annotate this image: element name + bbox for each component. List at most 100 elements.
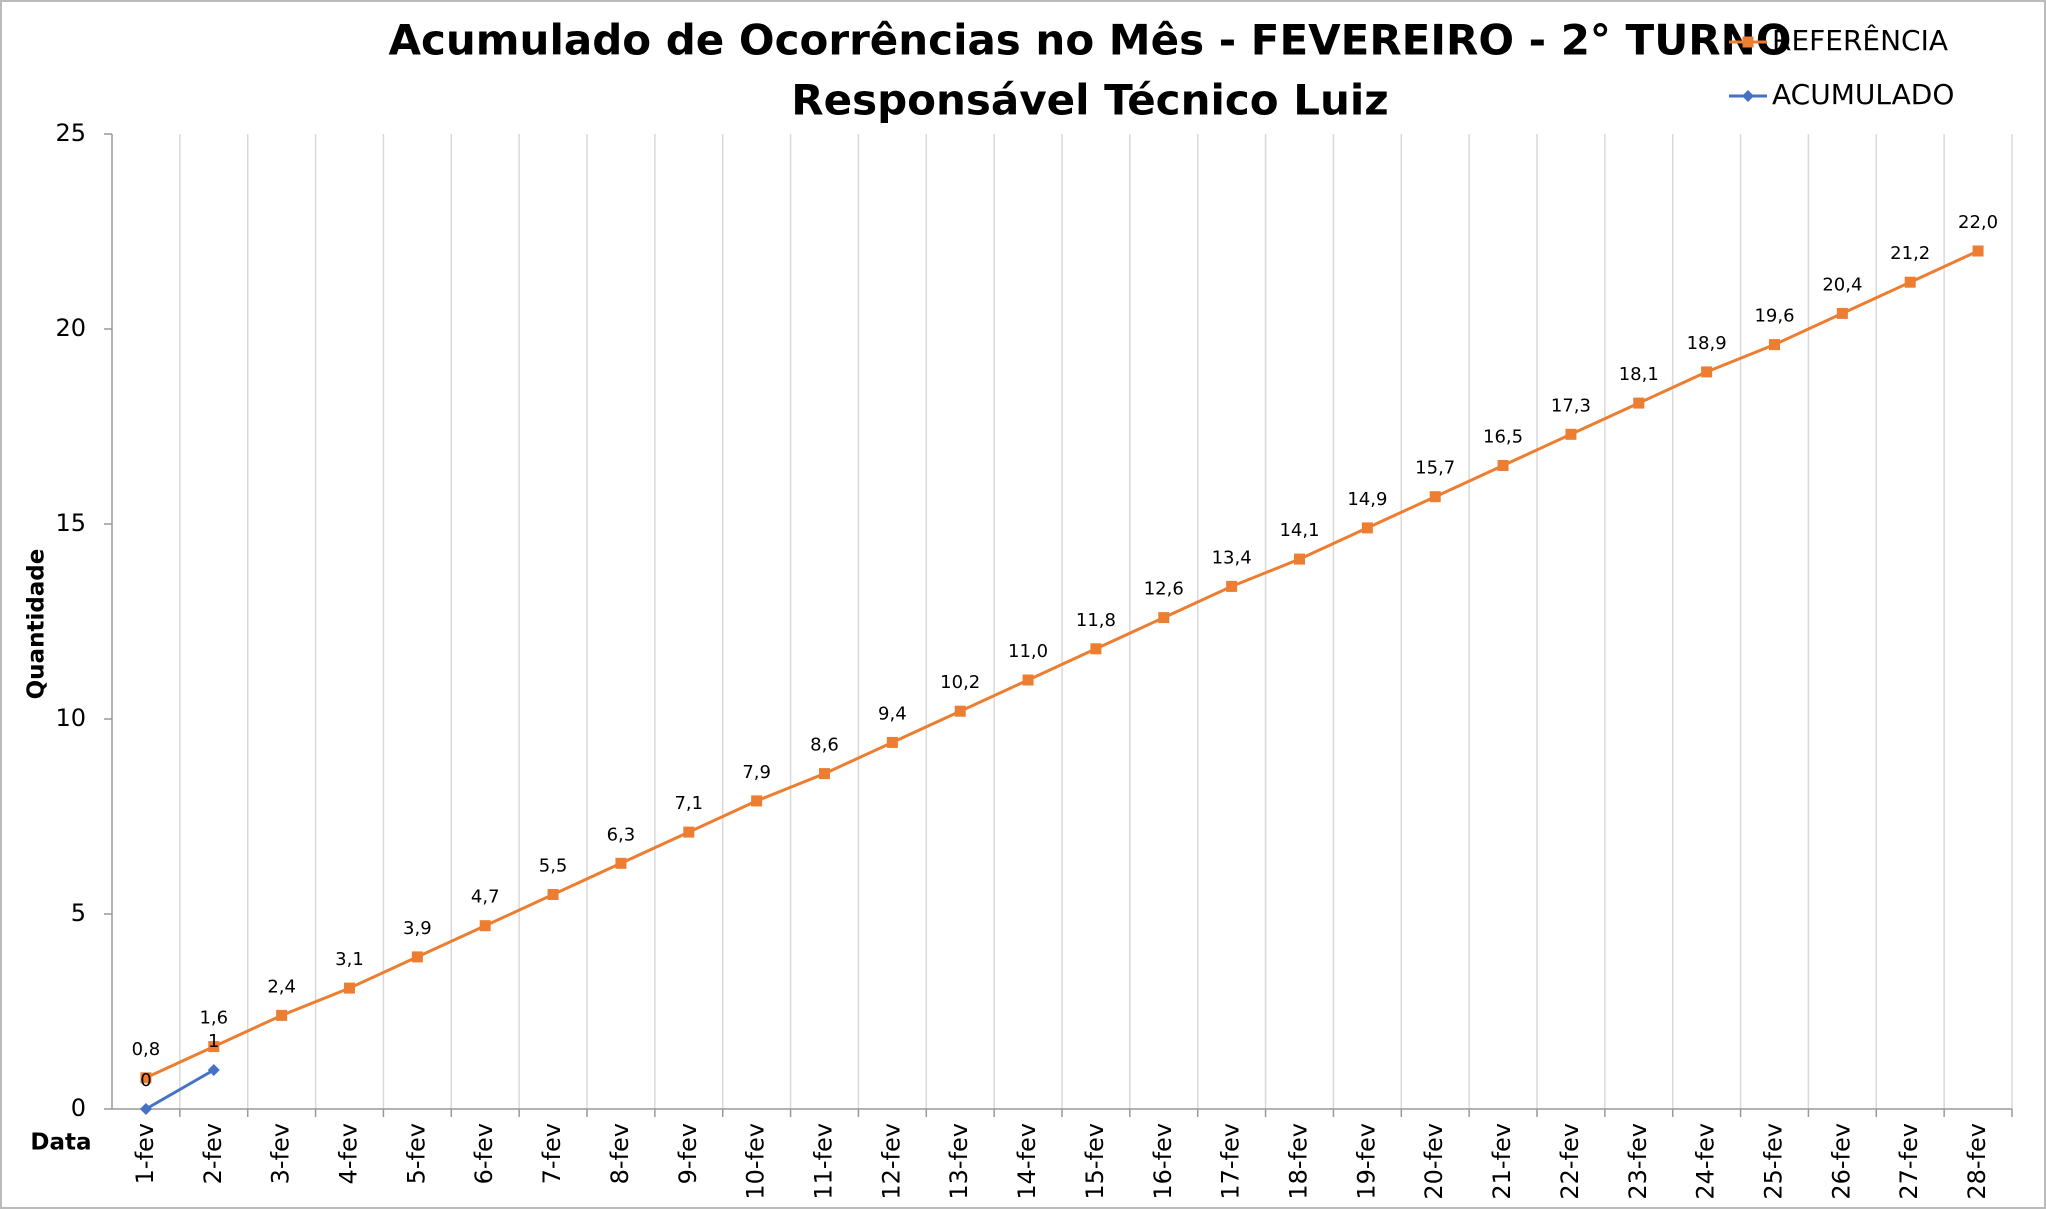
x-tick-label: 20-fev — [1420, 1123, 1448, 1200]
chart-subtitle: Responsável Técnico Luiz — [791, 76, 1389, 125]
point — [954, 705, 966, 717]
y-axis-label: Quantidade — [24, 549, 50, 700]
point — [1742, 36, 1754, 48]
x-tick-label: 14-fev — [1013, 1123, 1041, 1200]
y-tick-label: 0 — [71, 1094, 86, 1122]
x-tick-label: 7-fev — [538, 1123, 566, 1184]
point — [1972, 245, 1984, 257]
point — [751, 795, 763, 807]
data-label: 8,6 — [810, 735, 839, 756]
point — [344, 982, 355, 994]
x-tick-label: 2-fev — [199, 1123, 227, 1184]
point — [1701, 366, 1713, 378]
x-tick-label: 12-fev — [877, 1123, 905, 1200]
x-tick-label: 10-fev — [742, 1123, 770, 1200]
x-tick-label: 5-fev — [402, 1123, 430, 1184]
data-label: 7,9 — [742, 762, 771, 783]
data-label: 18,1 — [1619, 364, 1659, 385]
point — [276, 1009, 288, 1021]
data-label: 22,0 — [1958, 212, 1998, 233]
y-tick-label: 10 — [55, 704, 86, 732]
point — [615, 857, 627, 869]
y-tick-label: 15 — [55, 509, 86, 537]
legend-label: ACUMULADO — [1772, 78, 1954, 111]
y-tick-label: 20 — [55, 314, 86, 342]
data-label: 16,5 — [1483, 427, 1523, 448]
data-label: 3,1 — [335, 949, 364, 970]
x-tick-label: 21-fev — [1488, 1123, 1516, 1200]
x-tick-label: 23-fev — [1624, 1123, 1652, 1200]
point — [1904, 276, 1916, 288]
point — [683, 826, 695, 838]
point — [1565, 428, 1577, 440]
x-tick-label: 4-fev — [335, 1123, 363, 1184]
x-tick-label: 17-fev — [1217, 1123, 1245, 1200]
point — [1294, 553, 1305, 565]
data-label: 20,4 — [1822, 274, 1862, 295]
data-label: 19,6 — [1754, 306, 1794, 327]
point — [1429, 491, 1441, 503]
x-tick-label: 1-fev — [131, 1123, 159, 1184]
data-label: 18,9 — [1687, 333, 1727, 354]
point — [1226, 580, 1238, 592]
x-axis-label: Data — [30, 1130, 91, 1156]
x-tick-label: 24-fev — [1692, 1123, 1720, 1200]
point — [139, 1103, 152, 1115]
data-label: 6,3 — [607, 824, 636, 845]
x-tick-label: 11-fev — [810, 1123, 838, 1200]
point — [886, 736, 898, 748]
point — [140, 1072, 152, 1084]
x-tick-label: 22-fev — [1556, 1123, 1584, 1200]
data-label: 3,9 — [403, 918, 432, 939]
data-label: 21,2 — [1890, 243, 1930, 264]
point — [1742, 90, 1754, 102]
x-tick-label: 16-fev — [1149, 1123, 1177, 1200]
series-line — [145, 1068, 215, 1111]
data-label: 1 — [208, 1031, 219, 1052]
legend-label: REFERÊNCIA — [1772, 23, 1948, 57]
x-tick-label: 3-fev — [267, 1123, 295, 1184]
point — [819, 768, 830, 780]
x-tick-label: 27-fev — [1895, 1123, 1923, 1200]
data-label: 12,6 — [1144, 579, 1184, 600]
point — [547, 889, 559, 900]
data-label: 17,3 — [1551, 395, 1591, 416]
data-label: 11,0 — [1008, 641, 1048, 662]
point — [1090, 643, 1102, 655]
data-label: 14,1 — [1279, 520, 1319, 541]
point — [1361, 522, 1373, 534]
point — [1836, 307, 1848, 319]
y-tick-label: 25 — [55, 119, 86, 147]
data-label: 11,8 — [1076, 610, 1116, 631]
x-tick-label: 28-fev — [1963, 1123, 1991, 1200]
x-tick-label: 26-fev — [1827, 1123, 1855, 1200]
data-label: 2,4 — [267, 976, 296, 997]
x-tick-label: 19-fev — [1352, 1123, 1380, 1200]
data-label: 13,4 — [1212, 547, 1252, 568]
x-tick-label: 18-fev — [1285, 1123, 1313, 1200]
x-tick-label: 13-fev — [945, 1123, 973, 1200]
point — [208, 1041, 220, 1053]
x-tick-label: 8-fev — [606, 1123, 634, 1184]
point — [1497, 460, 1509, 471]
point — [411, 951, 423, 963]
data-label: 4,7 — [471, 887, 500, 908]
data-label: 7,1 — [674, 793, 703, 814]
y-tick-label: 5 — [71, 899, 86, 927]
data-label: 14,9 — [1347, 489, 1387, 510]
x-tick-label: 25-fev — [1760, 1123, 1788, 1200]
x-tick-label: 9-fev — [674, 1123, 702, 1184]
point — [479, 920, 491, 932]
point — [1769, 339, 1780, 351]
data-label: 9,4 — [878, 703, 907, 724]
point — [1158, 612, 1170, 624]
data-label: 0,8 — [132, 1039, 161, 1060]
x-tick-label: 15-fev — [1081, 1123, 1109, 1200]
data-label: 1,6 — [199, 1008, 228, 1029]
data-label: 0 — [140, 1070, 151, 1091]
series-line — [145, 249, 1979, 1080]
point — [1022, 674, 1034, 686]
chart-title: Acumulado de Ocorrências no Mês - FEVERE… — [388, 16, 1791, 65]
